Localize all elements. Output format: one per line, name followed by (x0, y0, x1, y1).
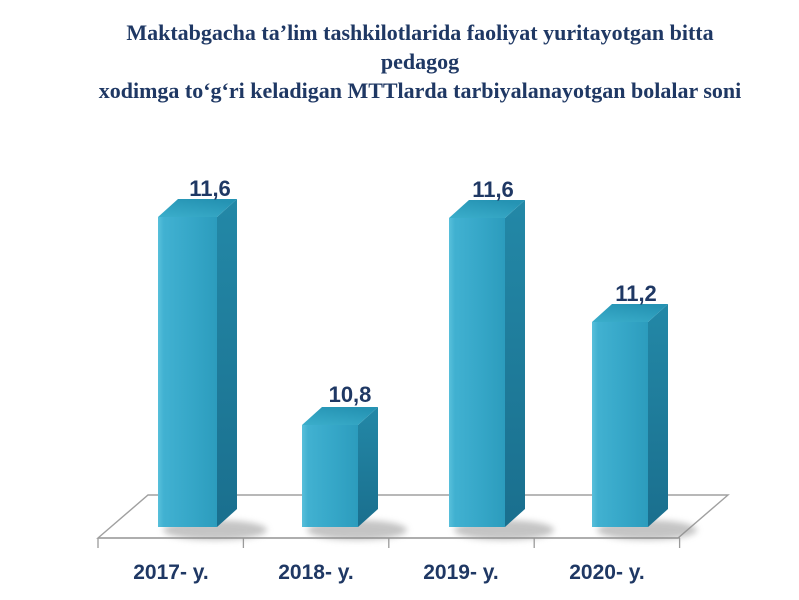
category-axis-ticks (97, 537, 681, 548)
chart-title: Maktabgacha ta’lim tashkilotlarida faoli… (90, 18, 750, 105)
bar-2020 (592, 304, 668, 527)
category-label-2019: 2019- y. (423, 561, 499, 584)
value-label-2020: 11,2 (615, 281, 657, 306)
bar-2018-top (302, 407, 378, 425)
bar-2019-front (449, 218, 505, 527)
bar-2019-top (449, 200, 525, 218)
chart-title-line-2: xodimga to‘g‘ri keladigan MTTlarda tarbi… (98, 78, 742, 103)
bar-2018-front (302, 425, 358, 527)
category-label-2017: 2017- y. (133, 561, 209, 584)
bar-2019-side (505, 200, 525, 527)
bar-2017-top (158, 199, 237, 217)
bar-2017-side (217, 199, 237, 527)
category-label-2018: 2018- y. (278, 561, 354, 584)
bar-2018-side (358, 407, 378, 527)
bar-2018 (302, 407, 378, 527)
bar-2017 (158, 199, 237, 527)
bar-2019 (449, 200, 525, 527)
bar-2020-side (648, 304, 668, 527)
bar-2020-top (592, 304, 668, 322)
bar-2017-front (158, 217, 217, 527)
value-label-2019: 11,6 (472, 177, 514, 202)
value-label-2018: 10,8 (329, 382, 372, 407)
chart-title-line-1: Maktabgacha ta’lim tashkilotlarida faoli… (126, 20, 714, 74)
category-label-2020: 2020- y. (569, 561, 645, 584)
bar-2020-front (592, 322, 648, 527)
value-label-2017: 11,6 (189, 176, 231, 201)
